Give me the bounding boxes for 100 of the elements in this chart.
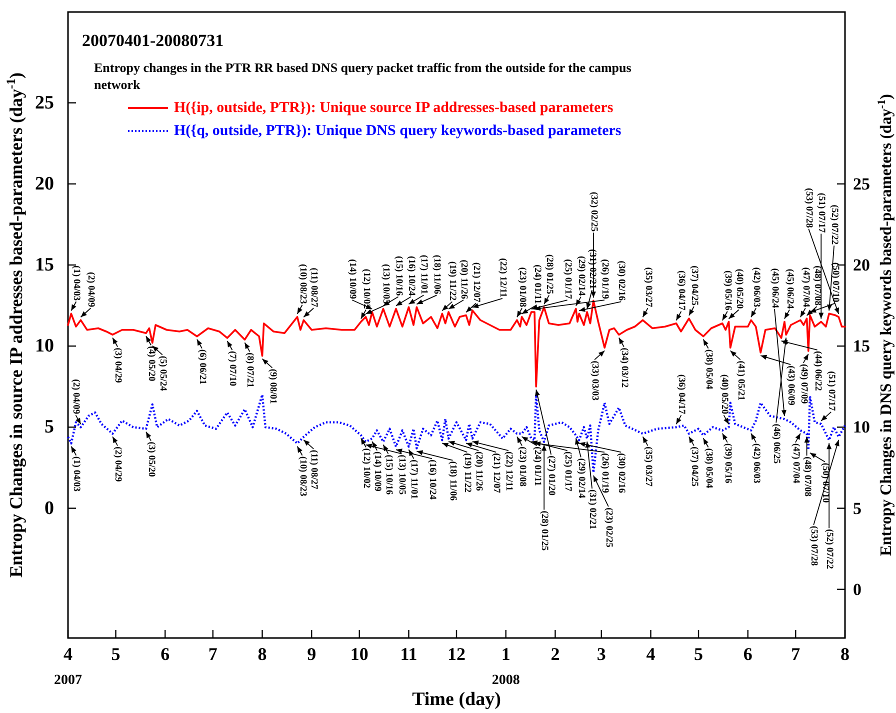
annotation: (51) 07/17 [816, 192, 826, 234]
annotation: (52) 07/22 [824, 529, 834, 570]
annotation: (29) 02/14 [576, 256, 586, 296]
annotation: (18) 11/06 [448, 461, 458, 501]
x-tick-label: 5 [111, 644, 120, 664]
annotation: (7) 07/10 [227, 350, 238, 386]
y-tick-label: 20 [35, 173, 54, 194]
x-tick-label: 4 [64, 644, 72, 664]
annotation: (34) 03/12 [618, 348, 629, 388]
annotation: (37) 04/25 [688, 266, 699, 306]
x-tick-label: 6 [160, 644, 170, 664]
annotation: (30) 02/16 [616, 453, 626, 494]
annotation: (20) 11/26 [474, 452, 484, 492]
y-tick-label: 25 [35, 92, 54, 114]
annotation: (35) 03/27 [642, 267, 653, 308]
legend-label: H({q, outside, PTR}): Unique DNS query keywords-based parameters [174, 123, 622, 139]
annotation: (3) 04/29 [112, 348, 123, 384]
annotation: (6) 06/21 [196, 349, 207, 385]
annotation: (53) 07/28 [804, 188, 814, 228]
annotation: (17) 11/01 [418, 254, 429, 294]
annotation: (43) 06/09 [786, 366, 796, 406]
y2-tick-label: 10 [853, 418, 870, 437]
annotation: (14) 10/09 [347, 259, 358, 300]
y2-tick-label: 25 [853, 174, 870, 194]
annotation: (37) 04/25 [688, 446, 699, 487]
annotation: (13) 10/05 [380, 264, 391, 304]
annotation: (20) 11/26 [458, 260, 469, 300]
annotation: (23) 01/08 [517, 446, 528, 487]
x-tick-label: 12 [448, 644, 466, 664]
annotation: (42) 06/03 [751, 267, 762, 308]
annotation: (39) 05/16 [722, 270, 732, 311]
x-tick-label: 5 [694, 644, 704, 664]
y2-tick-label: 20 [853, 255, 870, 274]
annotation: (41) 05/21 [735, 360, 746, 401]
annotation: (11) 08/27 [308, 268, 319, 308]
annotation: (40) 05/20 [734, 268, 744, 310]
annotation: (16) 10/24 [426, 460, 437, 500]
annotation: (19) 11/22 [462, 453, 472, 493]
annotation: (2) 04/29 [112, 446, 123, 482]
y-tick-label: 15 [35, 254, 54, 276]
annotation: (39) 05/16 [722, 443, 732, 484]
annotation: (12) 10/02 [360, 448, 371, 488]
annotation: (31) 02/21 [587, 490, 598, 530]
annotation: (19) 11/22 [447, 261, 458, 301]
text: 2008 [492, 673, 520, 688]
annotation: (26) 01/19 [600, 453, 610, 494]
annotation: (1) 04/03 [71, 456, 82, 492]
annotation: (3) 05/20 [146, 442, 156, 478]
annotation: (47) 07/04 [790, 443, 800, 484]
annotation: (25) 01/17 [562, 452, 572, 492]
annotation: (33) 03/03 [590, 360, 600, 401]
annotation: (35) 03/27 [642, 446, 653, 487]
annotation: (21) 12/07 [471, 262, 482, 303]
annotation: (10) 08/23 [297, 456, 308, 496]
x-tick-label: 4 [646, 644, 656, 664]
annotation: (28) 01/25 [544, 254, 554, 294]
annotation: (51) 07/17 [826, 371, 836, 412]
annotation: (44) 06/22 [812, 350, 822, 392]
x-tick-label: 9 [307, 644, 316, 664]
x-tick-label: 11 [400, 644, 418, 664]
annotation: (27) 01/20 [546, 456, 556, 496]
x-tick-label: 6 [743, 644, 752, 664]
annotation: (45) 06/24 [784, 268, 794, 310]
x-tick-label: 10 [350, 644, 368, 664]
annotation: (11) 08/27 [308, 450, 319, 490]
annotation: (9) 08/01 [267, 368, 278, 404]
annotation: (53) 07/28 [808, 526, 819, 566]
x-tick-label: 8 [258, 644, 267, 664]
annotation: (48) 07/08 [812, 266, 822, 306]
text: 2007 [54, 673, 82, 688]
annotation: (40) 05/20 [718, 374, 729, 414]
text: Entropy changes in the PTR RR based DNS query packet traffic from the outside for the campus network [94, 60, 632, 92]
annotation: (30) 02/16 [616, 260, 626, 301]
text: 20070401-20080731 [82, 31, 224, 50]
annotation: (42) 06/03 [751, 443, 762, 484]
annotation: (36) 04/17 [676, 270, 686, 311]
annotation: (17) 11/01 [408, 460, 419, 500]
annotation: (2) 04/09 [70, 379, 81, 414]
annotation: (14) 10/09 [372, 452, 382, 492]
annotation: (22) 12/11 [497, 258, 508, 298]
x-tick-label: 2 [550, 644, 560, 664]
annotation: (38) 05/04 [703, 448, 714, 488]
annotation: (22) 12/11 [503, 452, 514, 492]
annotation: (28) 01/25 [539, 510, 550, 551]
annotation: (29) 02/14 [576, 458, 586, 498]
annotation: (18) 11/06 [432, 254, 442, 294]
annotation: (15) 10/16 [383, 454, 394, 495]
annotation: (13) 10/05 [396, 454, 407, 495]
annotation: (23) 01/08 [517, 267, 528, 308]
x-tick-label: 7 [208, 644, 218, 664]
annotation: (49) 07/09 [798, 364, 808, 404]
annotation: (21) 12/07 [491, 453, 502, 494]
annotation: (45) 06/24 [769, 268, 780, 308]
annotation: (15) 10/16 [393, 256, 404, 296]
annotation: (24) 01/11 [532, 264, 542, 304]
annotation: (10) 08/23 [297, 264, 308, 304]
y2-tick-label: 15 [853, 336, 870, 356]
annotation: (48) 07/08 [802, 456, 812, 497]
annotation: (23) 02/25 [603, 508, 614, 548]
x-tick-label: 1 [501, 644, 510, 664]
